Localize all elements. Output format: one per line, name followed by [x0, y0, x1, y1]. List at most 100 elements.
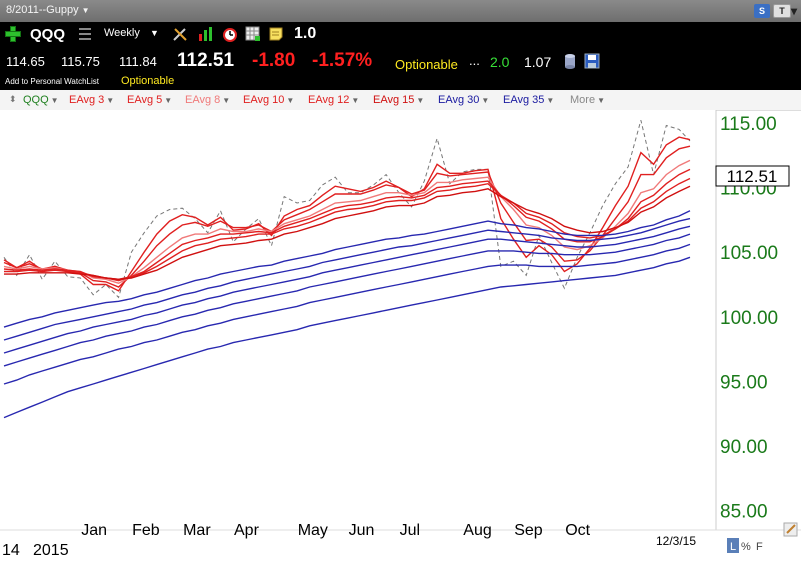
series-line-eavg-5 — [3, 145, 691, 288]
clock-icon[interactable] — [222, 26, 238, 42]
series-line-eavg-50 — [3, 243, 691, 385]
cylinder-icon[interactable] — [562, 53, 578, 69]
x-tick-label: May — [298, 522, 328, 539]
chevron-down-icon[interactable]: ▼ — [286, 96, 295, 105]
legend-item-eavg15[interactable]: EAvg 15 ▼ — [373, 94, 424, 106]
x-tick-label: Feb — [132, 522, 160, 539]
end-date-label: 12/3/15 — [656, 534, 696, 548]
last-value-box — [715, 165, 790, 187]
open-price: 114.65 — [6, 54, 45, 69]
chevron-down-icon[interactable]: ▼ — [416, 96, 425, 105]
x-tick-label: 2015 — [33, 542, 69, 559]
save-icon[interactable] — [584, 53, 600, 69]
scale-value: 1.0 — [294, 25, 317, 42]
y-tick-label: 95.00 — [720, 372, 768, 393]
grid-icon[interactable] — [245, 26, 261, 42]
bars-icon[interactable] — [198, 26, 214, 42]
legend-toggle-icon[interactable]: ⬍ — [9, 94, 17, 104]
pencil-icon[interactable] — [783, 522, 798, 537]
y-tick-label: 115.00 — [720, 114, 777, 135]
high-price: 115.75 — [61, 54, 100, 69]
f-toggle[interactable]: F — [756, 541, 763, 553]
percent-toggle[interactable]: % — [741, 541, 751, 553]
legend-item-eavg10[interactable]: EAvg 10 ▼ — [243, 94, 294, 106]
window-dropdown-icon[interactable]: ▾ — [790, 4, 798, 18]
legend-item-more[interactable]: More ▼ — [570, 94, 605, 106]
price-change: -1.80 — [252, 50, 296, 71]
value-b: 1.07 — [524, 54, 552, 70]
y-tick-label: 100.00 — [720, 308, 778, 329]
indicator-legend: ⬍ QQQ ▼ EAvg 3 ▼ EAvg 5 ▼ EAvg 8 ▼ EAvg 10 ▼ … — [0, 90, 801, 111]
y-tick-label: 85.00 — [720, 502, 768, 523]
list-icon[interactable] — [79, 28, 91, 40]
chevron-down-icon[interactable]: ▼ — [222, 96, 231, 105]
legend-item-qqq[interactable]: QQQ ▼ — [23, 94, 59, 106]
t-badge-button[interactable]: T — [773, 4, 791, 18]
quote-header: QQQ Weekly ▼ 1.0 114.65 115.75 111.84 11… — [0, 22, 801, 90]
series-line-eavg-35 — [3, 217, 691, 341]
period-select[interactable]: Weekly — [104, 27, 140, 39]
chevron-down-icon[interactable]: ▼ — [351, 96, 360, 105]
price-change-percent: -1.57% — [312, 50, 373, 71]
legend-label: More — [570, 94, 596, 106]
last-price: 112.51 — [177, 50, 235, 71]
x-tick-label: Jun — [349, 522, 375, 539]
chevron-down-icon[interactable]: ▼ — [481, 96, 490, 105]
y-tick-label: 90.00 — [720, 437, 768, 458]
x-tick-label: Jul — [400, 522, 420, 539]
legend-item-eavg30[interactable]: EAvg 30 ▼ — [438, 94, 489, 106]
title-caret-icon[interactable]: ▼ — [81, 6, 90, 15]
x-tick-label: Mar — [183, 522, 211, 539]
series-line-eavg-8 — [3, 159, 691, 284]
symbol-label[interactable]: QQQ — [30, 26, 66, 43]
optionable-tag[interactable]: Optionable — [121, 75, 175, 87]
legend-label: EAvg 8 — [185, 94, 221, 106]
plot-area — [0, 110, 716, 530]
series-line-eavg-60 — [3, 256, 691, 419]
series-line-eavg-45 — [3, 233, 691, 367]
legend-item-eavg5[interactable]: EAvg 5 ▼ — [127, 94, 172, 106]
series-line-eavg-15 — [4, 185, 691, 281]
legend-label: EAvg 15 — [373, 94, 415, 106]
chevron-down-icon[interactable]: ▼ — [150, 28, 159, 38]
window-title[interactable]: 8/2011--Guppy ▼ — [6, 4, 90, 16]
add-to-watchlist-link[interactable]: Add to Personal WatchList — [5, 77, 99, 86]
chevron-down-icon[interactable]: ▼ — [50, 96, 59, 105]
legend-label: EAvg 35 — [503, 94, 545, 106]
legend-label: EAvg 12 — [308, 94, 350, 106]
window-title-text: 8/2011--Guppy — [6, 4, 79, 16]
add-icon[interactable] — [5, 26, 21, 42]
tools-icon[interactable] — [172, 26, 188, 42]
optionable-link[interactable]: Optionable — [395, 57, 458, 72]
log-toggle-button[interactable] — [727, 538, 739, 553]
series-line-qqq — [3, 120, 691, 299]
x-axis: 14 Jan 2015 Feb Mar Apr May Jun Jul Aug Sep Oct — [2, 522, 591, 559]
legend-label: EAvg 5 — [127, 94, 163, 106]
legend-item-eavg12[interactable]: EAvg 12 ▼ — [308, 94, 359, 106]
series-line-eavg-3 — [3, 136, 691, 292]
legend-label: EAvg 3 — [69, 94, 105, 106]
s-badge-button[interactable]: S — [754, 4, 770, 18]
log-toggle-label: L — [730, 541, 736, 553]
x-tick-label: Sep — [514, 522, 543, 539]
chevron-down-icon[interactable]: ▼ — [164, 96, 173, 105]
x-tick-label: Apr — [234, 522, 260, 539]
low-price: 111.84 — [119, 54, 157, 69]
note-icon[interactable] — [268, 26, 284, 42]
window-titlebar: 8/2011--Guppy ▼ S T ▾ — [0, 0, 801, 22]
legend-item-eavg3[interactable]: EAvg 3 ▼ — [69, 94, 114, 106]
series-line-eavg-30 — [3, 210, 691, 328]
price-chart[interactable]: 115.00110.00105.00100.0095.0090.0085.00 … — [0, 110, 801, 563]
legend-item-eavg8[interactable]: EAvg 8 ▼ — [185, 94, 230, 106]
series-line-eavg-40 — [3, 225, 691, 354]
legend-label: QQQ — [23, 94, 49, 106]
y-tick-label: 105.00 — [720, 243, 778, 264]
value-a: 2.0 — [490, 54, 510, 70]
legend-label: EAvg 30 — [438, 94, 480, 106]
chevron-down-icon[interactable]: ▼ — [597, 96, 605, 105]
series-layer — [3, 120, 691, 419]
legend-item-eavg35[interactable]: EAvg 35 ▼ — [503, 94, 554, 106]
more-dots[interactable]: ... — [469, 53, 480, 68]
chevron-down-icon[interactable]: ▼ — [546, 96, 555, 105]
chevron-down-icon[interactable]: ▼ — [106, 96, 115, 105]
